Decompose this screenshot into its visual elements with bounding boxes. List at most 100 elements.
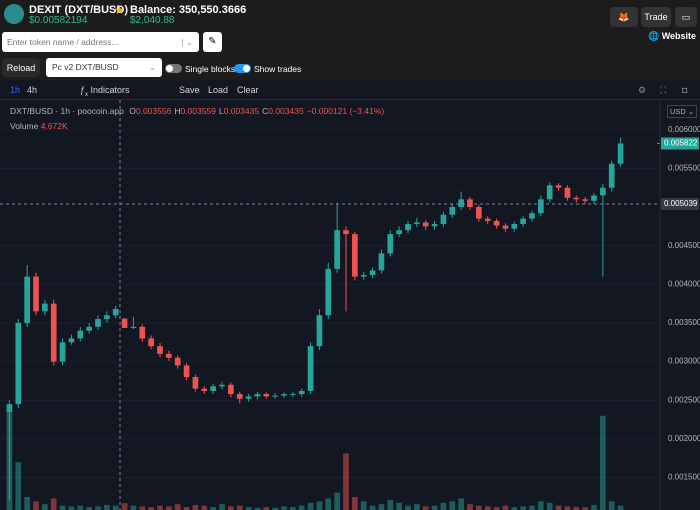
indicators-text: Indicators [90,85,130,95]
volume-bar [166,506,172,510]
balance-usd: $2,040.88 [130,15,175,26]
volume-bar [405,505,411,510]
star-icon[interactable]: ★ [114,3,125,17]
candle-body [502,225,509,229]
volume-bar [157,505,163,510]
legend-change: −0.000121 (−3.41%) [306,106,385,116]
candle-body [86,326,92,331]
volume-bar [511,507,518,510]
volume-bar [369,505,376,510]
indicators-button[interactable]: ƒx Indicators [80,85,130,98]
candle-body [307,346,314,391]
volume-bar [298,505,305,510]
candle-body [458,199,464,208]
volume-bar [360,501,367,510]
volume-bar [582,507,588,510]
candle-body [414,222,420,225]
volume-bar [378,504,385,510]
pair-text: Pc v2 DXT/BUSD [52,62,119,72]
clear-button[interactable]: Clear [237,85,259,95]
candle-body [546,185,553,200]
volume-bar [272,507,278,510]
settings-icon[interactable]: ⚙ [638,85,647,95]
website-link[interactable]: 🌐 Website [648,31,697,41]
pair-select[interactable]: Pc v2 DXT/BUSD ⌄ [46,58,162,77]
candle-body [15,322,22,405]
volume-bar [343,453,349,510]
volume-bar [600,415,606,510]
volume-bar [431,505,438,510]
save-button[interactable]: Save [179,85,200,95]
candle-body [378,253,385,271]
candle-body [201,388,208,391]
legend-value: 0.003435 [223,106,260,116]
volume-bar [538,501,544,510]
volume-bar [228,506,234,510]
volume-bar [42,504,48,510]
y-tick-label: 0.003000 [668,357,700,366]
candle-body [104,315,110,320]
candle-body [95,319,101,327]
candle-body [24,276,30,323]
candle-body [511,224,518,229]
chart-legend: DXT/BUSD · 1h · poocoin.app O0.003556 H0.… [10,106,384,116]
currency-select[interactable]: USD ⌄ [667,105,698,118]
volume-bar [307,502,314,510]
fullscreen-icon[interactable]: ⛶ [660,85,667,95]
single-blocks-toggle[interactable] [165,64,182,73]
volume-bar [24,496,30,510]
candle-body [157,346,163,354]
interval-4h[interactable]: 4h [27,85,38,95]
candle-body [582,199,588,201]
candle-body [608,163,615,188]
interval-1h[interactable]: 1h [10,85,21,95]
volume-bar [112,505,119,510]
volume-bar [263,507,270,510]
trade-button[interactable]: Trade [641,7,671,27]
volume-bar [95,506,101,510]
volume-title: Volume [10,121,39,131]
candle-body [166,353,172,358]
wallet-button[interactable]: 🦊 [610,7,638,27]
candle-body [192,377,199,389]
volume-bar [50,498,57,510]
volume-bar [77,505,84,510]
candle-body [148,338,154,347]
snapshot-icon[interactable]: ◘ [682,85,688,95]
candle-body [298,390,305,395]
candle-body [529,213,535,219]
volume-bar [139,506,146,510]
legend-value: 0.003435 [268,106,304,116]
load-button[interactable]: Load [208,85,229,95]
token-price: $0.00582194 [29,15,88,26]
candle-body [290,394,296,396]
balance: Balance: 350,550.3666 [130,4,247,16]
candle-body [130,326,137,328]
candle-body [281,394,287,396]
candle-body [325,268,332,316]
volume-bar [86,507,92,510]
candle-body [334,230,340,269]
candle-body [449,207,456,215]
volume-bar [68,506,75,510]
volume-bar [591,504,597,510]
edit-button[interactable]: ✎ [203,32,222,52]
candle-body [183,365,190,378]
candle-body [228,384,234,395]
volume-bar [467,504,473,510]
search-input[interactable]: Enter token name / address... | ⌄ [2,32,199,52]
volume-bar [520,506,526,510]
crosshair-price-label: 0.005039 [664,199,698,208]
menu-button[interactable]: ▭ [675,7,697,27]
candle-body [352,234,358,277]
candle-body [33,276,39,312]
reload-button[interactable]: Reload [2,58,40,77]
show-trades-toggle[interactable] [234,64,251,73]
volume-bar [352,496,358,510]
volume-bar [121,503,128,510]
volume-bar [334,492,340,510]
volume-legend: Volume 4.672K [10,121,68,131]
volume-bar [617,505,624,510]
candle-body [6,404,13,412]
